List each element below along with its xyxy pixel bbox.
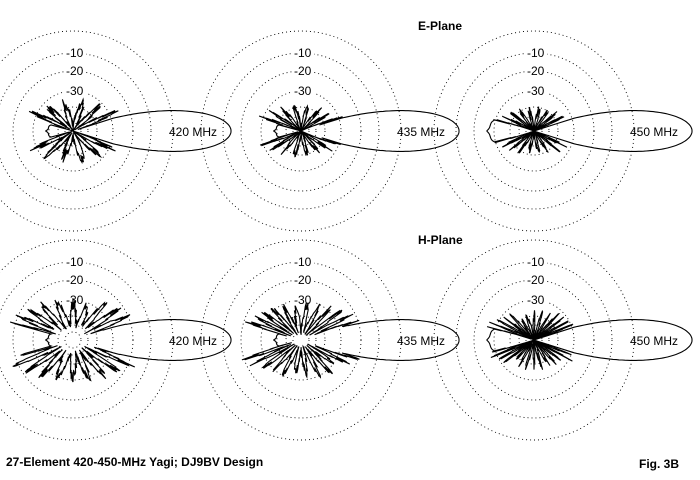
polar-plot-h-1: -10 -20 -30 435 MHz xyxy=(200,239,460,441)
grid-ring xyxy=(0,52,152,210)
ring-label: -20 xyxy=(527,273,545,287)
ring-label-bg xyxy=(525,273,547,286)
polar-plot-h-0: -10 -20 -30 420 MHz xyxy=(0,239,232,441)
ring-label-bg xyxy=(525,64,547,77)
ring-label: -10 xyxy=(294,255,312,269)
ring-label: -20 xyxy=(66,273,84,287)
grid-ring xyxy=(12,70,134,192)
grid-ring xyxy=(0,30,174,232)
ring-label-bg xyxy=(64,84,86,97)
ring-label: -20 xyxy=(294,64,312,78)
figure-caption: 27-Element 420-450-MHz Yagi; DJ9BV Desig… xyxy=(6,455,264,469)
ring-label-bg xyxy=(292,64,314,77)
radiation-pattern xyxy=(486,106,693,154)
polar-plot-e-2: -10 -20 -30 450 MHz xyxy=(433,30,693,232)
figure-label: Fig. 3B xyxy=(639,457,680,471)
grid-ring xyxy=(57,115,89,147)
grid-ring xyxy=(48,106,98,156)
polar-plot-h-2: -10 -20 -30 450 MHz xyxy=(433,239,693,441)
ring-label-bg xyxy=(292,84,314,97)
ring-label-bg xyxy=(525,293,547,306)
grid-ring xyxy=(276,315,326,365)
frequency-label: 435 MHz xyxy=(397,334,445,348)
e-plane-title: E-Plane xyxy=(418,19,463,33)
frequency-label: 420 MHz xyxy=(169,334,217,348)
ring-label: -30 xyxy=(527,293,545,307)
ring-label-bg xyxy=(64,293,86,306)
ring-label: -20 xyxy=(527,64,545,78)
radiation-pattern xyxy=(9,298,232,383)
ring-label-bg xyxy=(64,64,86,77)
grid-ring xyxy=(473,279,595,401)
ring-label: -30 xyxy=(66,293,84,307)
ring-label: -30 xyxy=(294,293,312,307)
ring-label-bg xyxy=(64,255,86,268)
ring-label: -20 xyxy=(66,64,84,78)
h-plane-title: H-Plane xyxy=(418,233,463,247)
grid-ring xyxy=(0,239,174,441)
grid-ring xyxy=(12,279,134,401)
ring-label-bg xyxy=(525,46,547,59)
ring-label: -30 xyxy=(527,84,545,98)
grid-ring xyxy=(525,331,543,349)
ring-label: -30 xyxy=(294,84,312,98)
grid-ring xyxy=(292,122,310,140)
radiation-pattern xyxy=(258,104,460,158)
radiation-pattern xyxy=(486,309,693,370)
frequency-label: 435 MHz xyxy=(397,125,445,139)
ring-label-bg xyxy=(292,46,314,59)
grid-ring xyxy=(200,30,402,232)
ring-label-bg xyxy=(292,273,314,286)
grid-ring xyxy=(455,52,613,210)
grid-ring xyxy=(285,115,317,147)
ring-label: -20 xyxy=(294,273,312,287)
grid-ring xyxy=(200,239,402,441)
ring-label: -10 xyxy=(66,255,84,269)
ring-label-bg xyxy=(525,84,547,97)
ring-label: -10 xyxy=(527,46,545,60)
ring-label: -10 xyxy=(527,255,545,269)
grid-ring xyxy=(57,324,89,356)
ring-label: -10 xyxy=(66,46,84,60)
grid-ring xyxy=(222,261,380,419)
radiation-pattern xyxy=(241,302,460,379)
ring-label-bg xyxy=(292,255,314,268)
ring-label: -30 xyxy=(66,84,84,98)
frequency-label: 450 MHz xyxy=(630,334,678,348)
grid-ring xyxy=(433,239,635,441)
ring-label-bg xyxy=(525,255,547,268)
grid-ring xyxy=(222,52,380,210)
grid-ring xyxy=(48,315,98,365)
grid-ring xyxy=(240,70,362,192)
ring-label-bg xyxy=(64,273,86,286)
grid-ring xyxy=(455,261,613,419)
grid-ring xyxy=(260,299,342,381)
grid-ring xyxy=(473,70,595,192)
grid-ring xyxy=(509,106,559,156)
grid-ring xyxy=(525,122,543,140)
polar-plot-e-0: -10 -20 -30 420 MHz xyxy=(0,30,232,232)
polar-plot-e-1: -10 -20 -30 435 MHz xyxy=(200,30,460,232)
frequency-label: 420 MHz xyxy=(169,125,217,139)
grid-ring xyxy=(240,279,362,401)
grid-ring xyxy=(518,324,550,356)
grid-ring xyxy=(433,30,635,232)
radiation-pattern xyxy=(28,97,232,164)
grid-ring xyxy=(518,115,550,147)
grid-ring xyxy=(276,106,326,156)
frequency-label: 450 MHz xyxy=(630,125,678,139)
grid-ring xyxy=(0,261,152,419)
grid-ring xyxy=(64,331,82,349)
ring-label: -10 xyxy=(294,46,312,60)
grid-ring xyxy=(285,324,317,356)
ring-label-bg xyxy=(64,46,86,59)
